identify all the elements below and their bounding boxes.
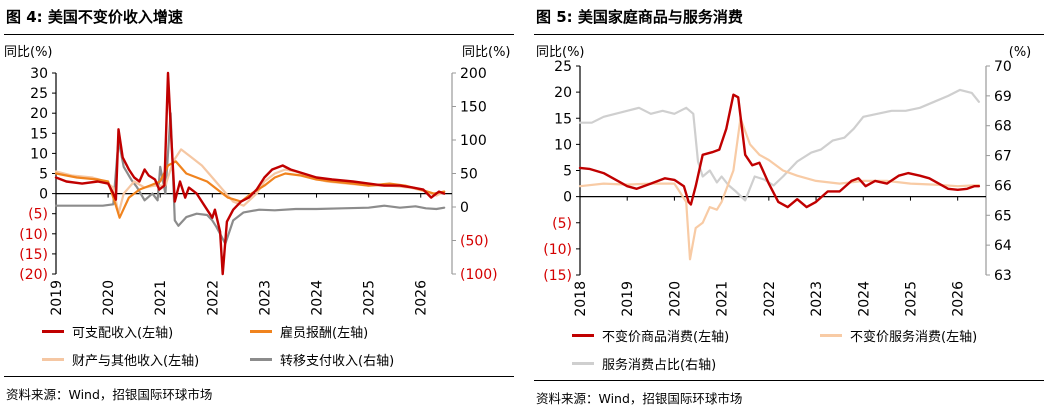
y-right-tick-label: 150 xyxy=(460,100,487,116)
title-divider xyxy=(4,34,514,35)
y-right-axis-label: 同比(%) xyxy=(462,45,511,60)
series-line xyxy=(578,88,980,202)
legend-item: 不变价服务消费(左轴) xyxy=(820,326,977,345)
x-tick-label: 2025 xyxy=(903,281,919,316)
y-left-tick-label: 5 xyxy=(39,167,48,183)
panel-consumption: 图 5: 美国家庭商品与服务消费 同比(%) (%) 25 20 15 10 5 0 (5) (1… xyxy=(530,0,1050,414)
x-tick-label: 2019 xyxy=(49,280,65,316)
y-left-tick-label: (10) xyxy=(543,242,572,258)
y-right-tick-label: 68 xyxy=(994,119,1012,135)
y-left-tick-label: 20 xyxy=(30,106,48,122)
legend-label: 雇员报酬(左轴) xyxy=(280,326,369,341)
legend-item: 财产与其他收入(左轴) xyxy=(42,350,199,369)
y-left-tick-label: (5) xyxy=(28,207,48,223)
source-note: 资料来源：Wind，招银国际环球市场 xyxy=(536,391,743,406)
y-right-tick-label: 69 xyxy=(994,89,1012,105)
y-right-tick-label: (100) xyxy=(460,267,498,283)
x-tick-label: 2023 xyxy=(257,280,273,316)
y-left-tick-label: (5) xyxy=(552,216,572,232)
x-tick-label: 2026 xyxy=(951,281,967,316)
legend-item: 雇员报酬(左轴) xyxy=(250,322,368,341)
title-divider xyxy=(534,34,1044,35)
y-left-axis-label: 同比(%) xyxy=(4,45,53,60)
legend-item: 服务消费占比(右轴) xyxy=(572,354,716,373)
x-tick-label: 2021 xyxy=(153,280,169,316)
y-left-tick-label: 30 xyxy=(30,66,48,82)
x-tick-label: 2024 xyxy=(856,281,872,316)
x-tick-label: 2026 xyxy=(414,280,430,316)
chart-legend: 可支配收入(左轴) 雇员报酬(左轴) 财产与其他收入(左轴) 转移支付收入(右轴) xyxy=(0,316,520,370)
legend-swatch xyxy=(42,358,64,361)
series-line xyxy=(54,71,446,276)
y-left-tick-label: (15) xyxy=(543,268,572,284)
legend-swatch xyxy=(250,330,272,333)
legend-label: 转移支付收入(右轴) xyxy=(280,354,395,369)
legend-item: 转移支付收入(右轴) xyxy=(250,350,394,369)
y-left-tick-label: 5 xyxy=(563,164,572,180)
y-left-tick-label: 10 xyxy=(554,137,572,153)
y-right-axis-label: (%) xyxy=(1009,45,1032,60)
legend-swatch xyxy=(820,334,842,337)
x-tick-label: 2025 xyxy=(362,280,378,316)
legend-label: 财产与其他收入(左轴) xyxy=(72,354,200,369)
y-left-tick-label: (20) xyxy=(19,267,48,283)
legend-swatch xyxy=(42,330,64,333)
y-left-tick-label: 10 xyxy=(30,146,48,162)
x-tick-label: 2020 xyxy=(667,281,683,316)
legend-swatch xyxy=(250,358,272,361)
y-right-tick-label: 63 xyxy=(994,268,1012,284)
legend-item: 可支配收入(左轴) xyxy=(42,322,173,341)
x-tick-label: 2018 xyxy=(573,281,589,316)
y-right-tick-label: 65 xyxy=(994,208,1012,224)
x-tick-label: 2019 xyxy=(620,281,636,316)
y-left-axis-label: 同比(%) xyxy=(536,45,585,60)
series-line xyxy=(578,93,981,209)
source-divider xyxy=(534,380,1044,381)
y-right-tick-label: 67 xyxy=(994,149,1012,165)
x-tick-label: 2021 xyxy=(715,281,731,316)
y-left-tick-label: 0 xyxy=(563,190,572,206)
source-note: 资料来源：Wind，招银国际环球市场 xyxy=(6,387,213,402)
y-right-tick-label: (50) xyxy=(460,234,489,250)
y-left-tick-label: 0 xyxy=(39,187,48,203)
x-tick-label: 2023 xyxy=(809,281,825,316)
y-left-tick-label: 20 xyxy=(554,85,572,101)
legend-label: 服务消费占比(右轴) xyxy=(602,358,717,373)
y-left-tick-label: 15 xyxy=(554,111,572,127)
y-right-tick-label: 64 xyxy=(994,238,1012,254)
y-right-tick-label: 0 xyxy=(460,200,469,216)
legend-label: 可支配收入(左轴) xyxy=(72,326,174,341)
chart-title: 图 5: 美国家庭商品与服务消费 xyxy=(536,8,743,26)
y-right-tick-label: 200 xyxy=(460,66,487,82)
source-divider xyxy=(4,376,514,377)
y-left-tick-label: (15) xyxy=(19,247,48,263)
x-tick-label: 2024 xyxy=(310,280,326,316)
y-left-tick-label: 25 xyxy=(30,86,48,102)
chart-legend: 不变价商品消费(左轴) 不变价服务消费(左轴) 服务消费占比(右轴) xyxy=(530,316,1050,373)
series-line xyxy=(54,160,446,219)
x-tick-label: 2020 xyxy=(101,280,117,316)
x-tick-label: 2022 xyxy=(762,281,778,316)
y-right-tick-label: 50 xyxy=(460,167,478,183)
legend-swatch xyxy=(572,362,594,365)
legend-item: 不变价商品消费(左轴) xyxy=(572,326,729,345)
y-left-tick-label: 25 xyxy=(554,59,572,75)
x-tick-label: 2022 xyxy=(205,280,221,316)
consumption-chart: 同比(%) (%) 25 20 15 10 5 0 (5) (10) (15) 70 69 68 67 66 6… xyxy=(536,45,1032,316)
legend-label: 不变价商品消费(左轴) xyxy=(602,330,730,345)
panel-income-growth: 图 4: 美国不变价收入增速 同比(%) 同比(%) 30 25 20 15 10 5 0 (5)… xyxy=(0,0,520,414)
legend-label: 不变价服务消费(左轴) xyxy=(850,330,978,345)
legend-swatch xyxy=(572,334,594,337)
y-right-tick-label: 100 xyxy=(460,133,487,149)
series-line xyxy=(54,112,446,245)
chart-title: 图 4: 美国不变价收入增速 xyxy=(6,8,183,26)
y-right-tick-label: 66 xyxy=(994,178,1012,194)
y-left-tick-label: (10) xyxy=(19,227,48,243)
income-growth-chart: 同比(%) 同比(%)302520151050(5)(10)(15)(20)200… xyxy=(4,45,511,316)
y-left-tick-label: 15 xyxy=(30,126,48,142)
y-right-tick-label: 70 xyxy=(994,59,1012,75)
